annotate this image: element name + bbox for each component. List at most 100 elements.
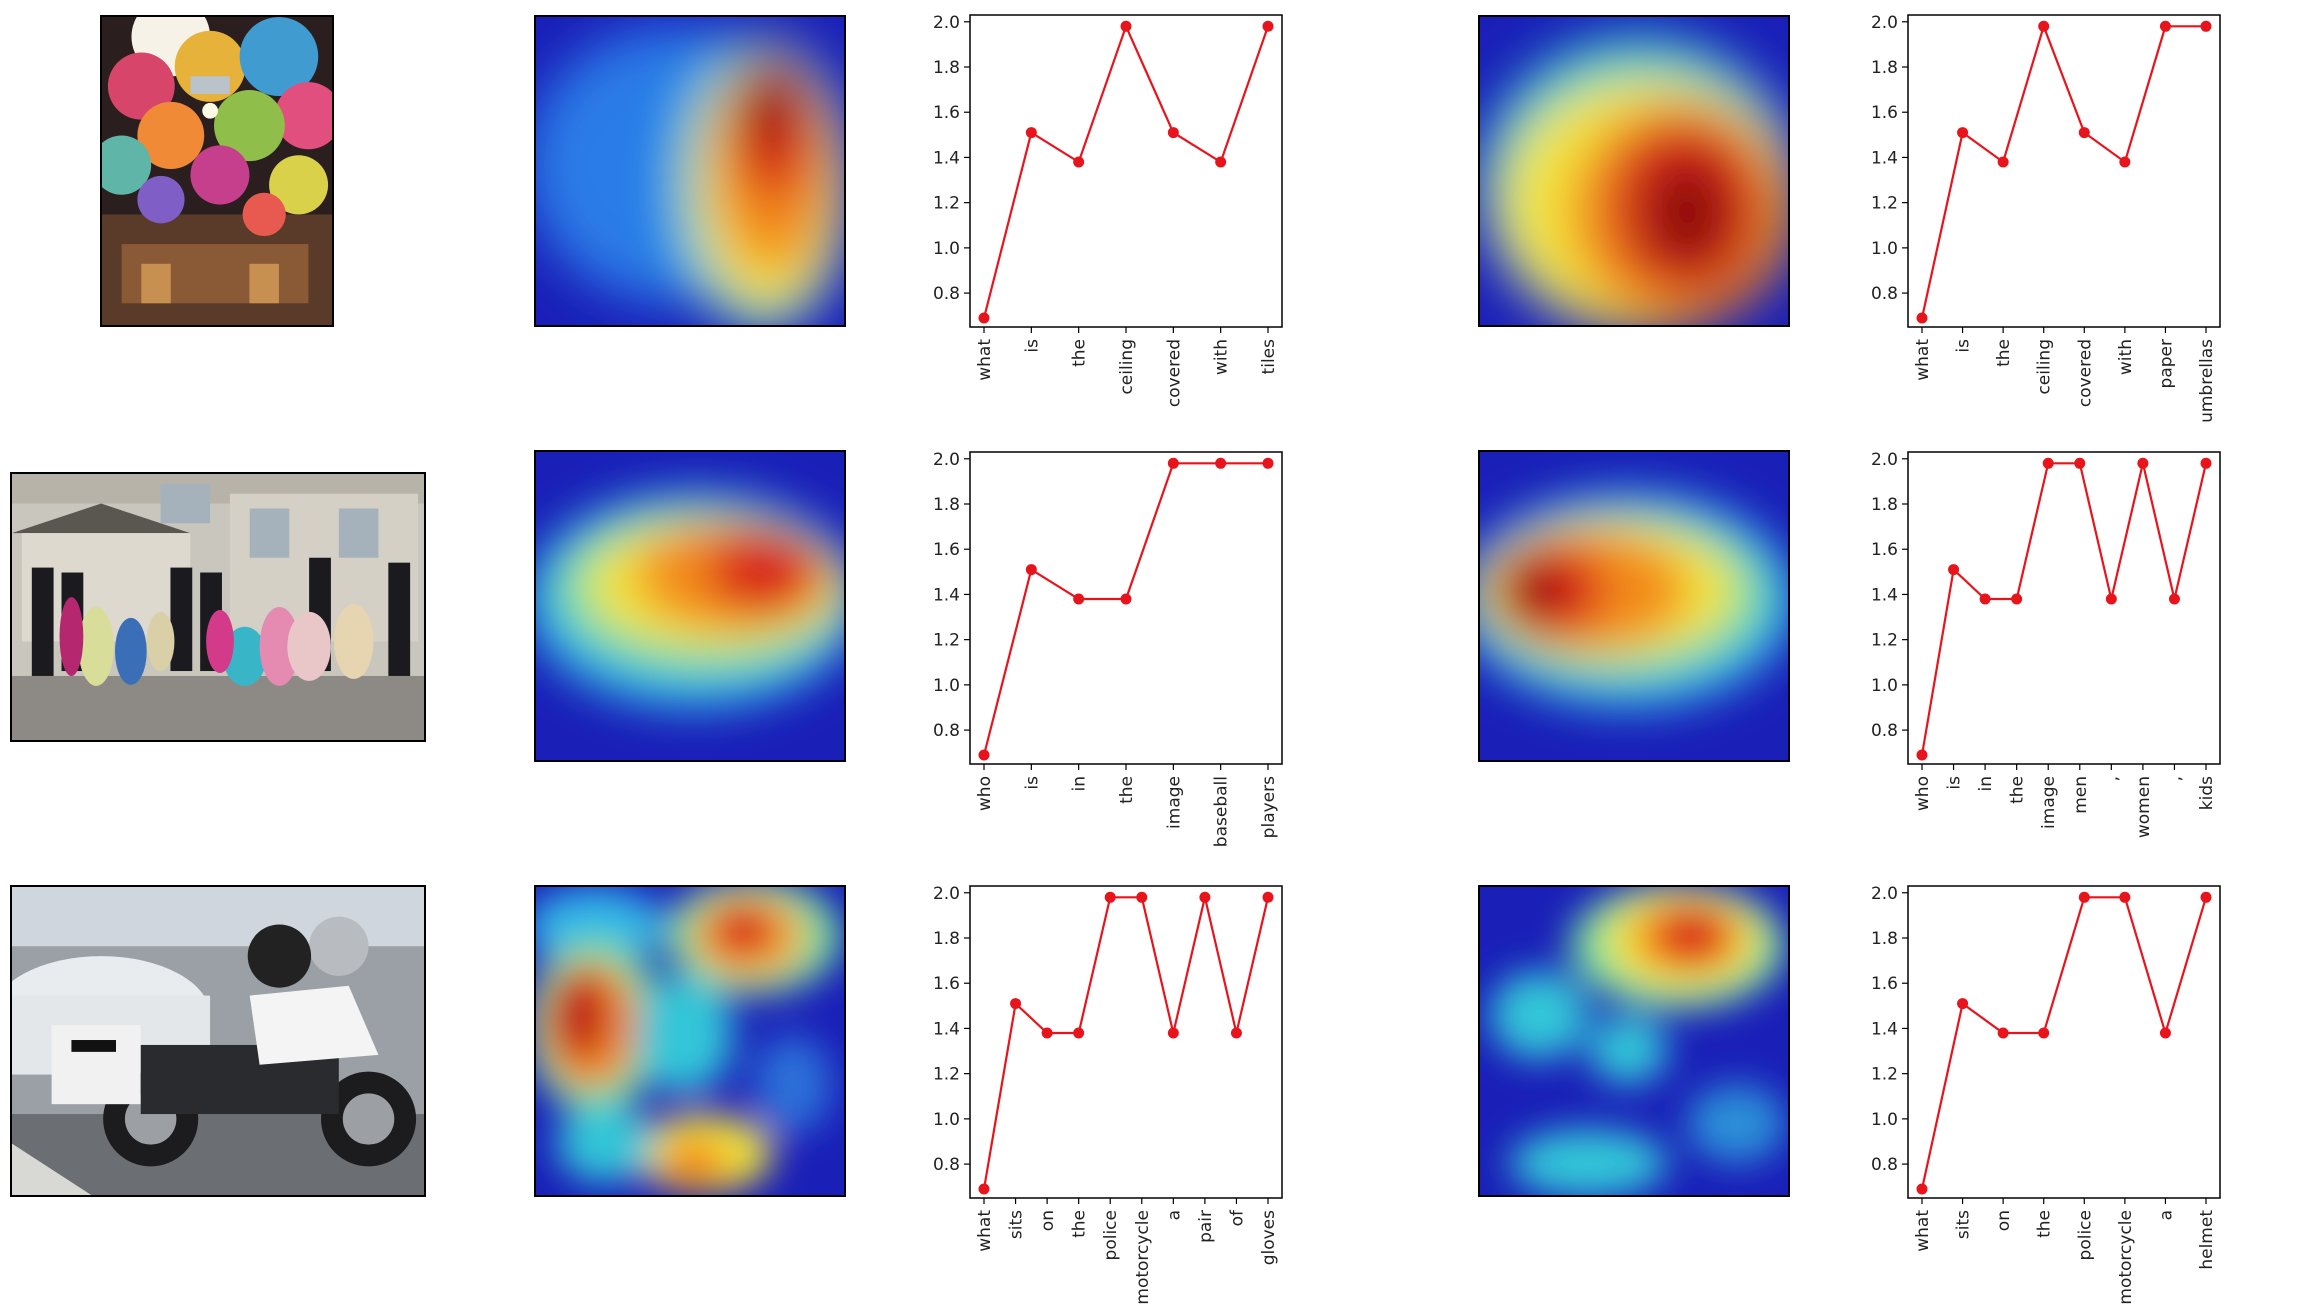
y-tick-label: 1.8: [933, 929, 960, 949]
y-tick-label: 1.8: [933, 58, 960, 78]
x-tick-label: covered: [2075, 339, 2095, 407]
data-point: [2119, 156, 2131, 168]
series-line: [1920, 22, 2206, 319]
y-tick-label: 1.4: [933, 585, 960, 605]
y-tick-label: 1.2: [1871, 194, 1898, 214]
y-tick-label: 2.0: [933, 450, 960, 470]
y-tick-label: 2.0: [1871, 884, 1898, 904]
x-tick-label: baseball: [1212, 776, 1232, 847]
y-tick-label: 1.8: [1871, 929, 1898, 949]
data-point: [1997, 1027, 2009, 1039]
data-point: [1262, 20, 1274, 32]
y-tick-label: 1.6: [1871, 974, 1898, 994]
word-score-chart-row3-a: 0.8 1.0 1.2 1.4 1.6 1.8 2.0 what sits on the police…: [933, 884, 1283, 1305]
x-tick-label: ceiling: [1117, 339, 1137, 395]
data-point: [2159, 1027, 2171, 1039]
x-tick-label: with: [1212, 339, 1232, 375]
data-point: [1167, 127, 1179, 139]
x-tick-label: ,: [2102, 776, 2122, 781]
data-point: [1957, 998, 1969, 1010]
data-point: [1262, 891, 1274, 903]
y-tick-label: 1.6: [933, 974, 960, 994]
data-point: [2038, 20, 2050, 32]
axes-frame: [969, 451, 1283, 765]
series-line: [1920, 462, 2208, 756]
data-point: [1199, 891, 1211, 903]
data-point: [1041, 1027, 1053, 1039]
data-point: [1104, 891, 1116, 903]
data-point: [2038, 1027, 2050, 1039]
y-tick-label: 1.4: [1871, 585, 1898, 605]
series-line: [1920, 896, 2208, 1190]
y-tick-label: 2.0: [933, 884, 960, 904]
x-tick-label: image: [2039, 776, 2059, 829]
data-point: [1120, 20, 1132, 32]
x-tick-label: in: [1070, 776, 1090, 792]
data-point: [1215, 457, 1227, 469]
data-point: [1979, 593, 1991, 605]
x-tick-label: kids: [2197, 776, 2217, 810]
data-point: [2200, 891, 2212, 903]
y-tick-label: 1.0: [1871, 239, 1898, 259]
data-point: [1073, 156, 1085, 168]
x-tick-label: what: [975, 339, 995, 381]
x-tick-label: is: [1022, 776, 1042, 790]
data-point: [2011, 593, 2023, 605]
data-point: [1262, 457, 1274, 469]
prom-group-photo: [10, 472, 426, 742]
series-line: [982, 896, 1270, 1190]
y-tick-label: 1.8: [1871, 495, 1898, 515]
data-point: [2119, 891, 2131, 903]
data-point: [2168, 593, 2180, 605]
y-tick-label: 1.2: [933, 631, 960, 651]
y-tick-label: 1.4: [933, 1019, 960, 1039]
x-tick-label: is: [1022, 339, 1042, 353]
data-point: [1948, 564, 1960, 576]
x-tick-label: the: [2008, 776, 2028, 804]
y-tick-label: 1.8: [933, 495, 960, 515]
attention-heatmap-row2-a: [534, 450, 846, 762]
series-line: [982, 23, 1270, 319]
data-point: [1916, 1183, 1928, 1195]
x-tick-label: in: [1976, 776, 1996, 792]
x-tick-label: who: [975, 776, 995, 811]
x-tick-label: who: [1913, 776, 1933, 811]
x-tick-label: umbrellas: [2197, 339, 2217, 423]
x-tick-label: players: [1259, 776, 1279, 838]
data-point: [1073, 1027, 1085, 1039]
data-point: [2078, 891, 2090, 903]
x-tick-label: the: [1117, 776, 1137, 804]
word-score-chart-row1-b: 0.8 1.0 1.2 1.4 1.6 1.8 2.0 what is the ceiling cov…: [1871, 13, 2221, 423]
x-tick-label: ceiling: [2035, 339, 2055, 395]
data-point: [978, 1183, 990, 1195]
x-tick-label: with: [2116, 339, 2136, 375]
x-tick-label: helmet: [2197, 1210, 2217, 1270]
x-tick-label: the: [1070, 1210, 1090, 1238]
x-tick-label: men: [2071, 776, 2091, 814]
x-tick-label: image: [1164, 776, 1184, 829]
word-score-chart-row1-a: 0.8 1.0 1.2 1.4 1.6 1.8 2.0 what is the ceiling cov…: [933, 13, 1283, 407]
data-point: [1167, 457, 1179, 469]
data-point: [1957, 127, 1969, 139]
x-tick-label: tiles: [1259, 339, 1279, 375]
x-tick-label: on: [1994, 1210, 2014, 1231]
data-point: [1997, 156, 2009, 168]
y-tick-label: 1.6: [933, 540, 960, 560]
word-score-chart-row2-a: 0.8 1.0 1.2 1.4 1.6 1.8 2.0 who is in the image base…: [933, 450, 1283, 847]
y-tick-label: 1.0: [933, 676, 960, 696]
x-tick-label: sits: [1954, 1210, 1974, 1239]
x-tick-label: on: [1038, 1210, 1058, 1231]
data-point: [1010, 998, 1022, 1010]
y-tick-label: 0.8: [1871, 721, 1898, 741]
attention-heatmap-row3-b: [1478, 885, 1790, 1197]
data-point: [2078, 127, 2090, 139]
attention-heatmap-row3-a: [534, 885, 846, 1197]
y-tick-label: 0.8: [1871, 1155, 1898, 1175]
data-point: [1215, 156, 1227, 168]
data-point: [2200, 457, 2212, 469]
y-tick-label: 2.0: [1871, 13, 1898, 33]
police-motorcycle-photo: [10, 885, 426, 1197]
x-tick-label: gloves: [1259, 1210, 1279, 1265]
umbrella-ceiling-photo: [100, 15, 334, 327]
y-tick-label: 1.4: [1871, 1019, 1898, 1039]
